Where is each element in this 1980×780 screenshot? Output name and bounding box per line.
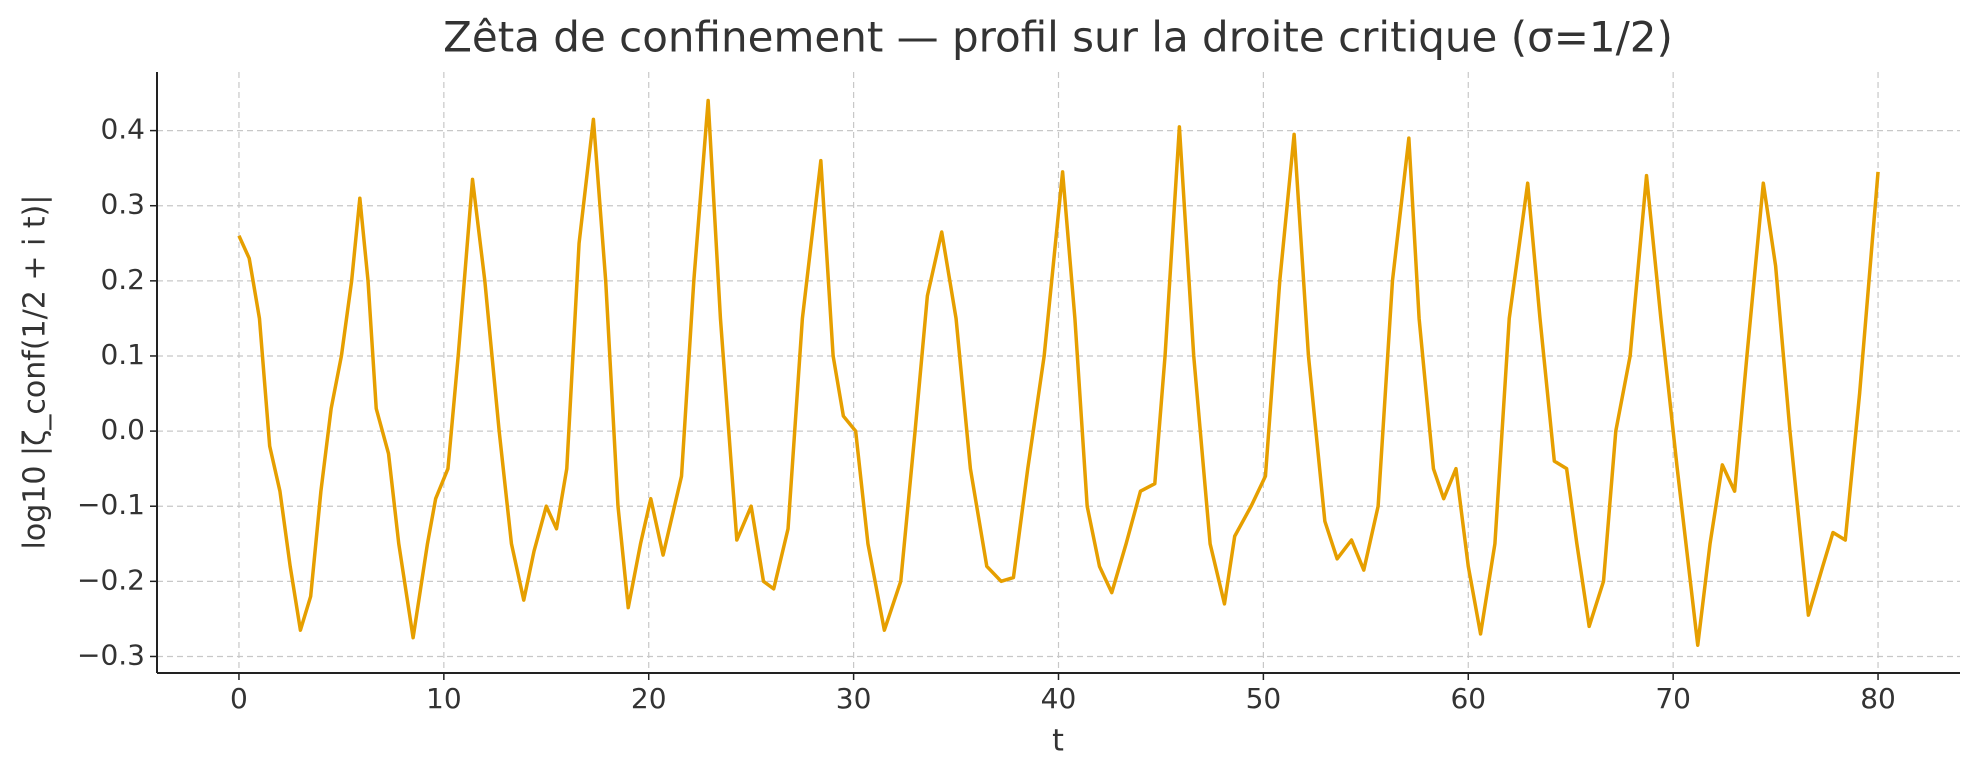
data-line — [237, 98, 1880, 647]
x-tick-label: 10 — [426, 682, 462, 715]
chart-title: Zêta de confinement — profil sur la droi… — [443, 13, 1673, 62]
y-axis-label: log10 |ζ_conf(1/2 + i t)| — [18, 195, 53, 550]
y-tick-label: −0.2 — [77, 563, 145, 596]
y-tick-label: −0.1 — [77, 488, 145, 521]
x-axis-label: t — [1052, 724, 1064, 759]
x-tick-label: 0 — [230, 682, 248, 715]
x-tick-label: 80 — [1860, 682, 1896, 715]
y-tick-label: 0.2 — [100, 263, 145, 296]
y-tick-label: 0.4 — [100, 113, 145, 146]
x-tick-label: 60 — [1450, 682, 1486, 715]
x-tick-label: 70 — [1655, 682, 1691, 715]
x-tick-label: 50 — [1246, 682, 1282, 715]
y-tick-label: 0.0 — [100, 413, 145, 446]
y-tick-label: 0.1 — [100, 338, 145, 371]
x-tick-label: 20 — [631, 682, 667, 715]
y-tick-label: −0.3 — [77, 638, 145, 671]
x-tick-label: 30 — [836, 682, 872, 715]
x-tick-label: 40 — [1041, 682, 1077, 715]
y-tick-label: 0.3 — [100, 188, 145, 221]
